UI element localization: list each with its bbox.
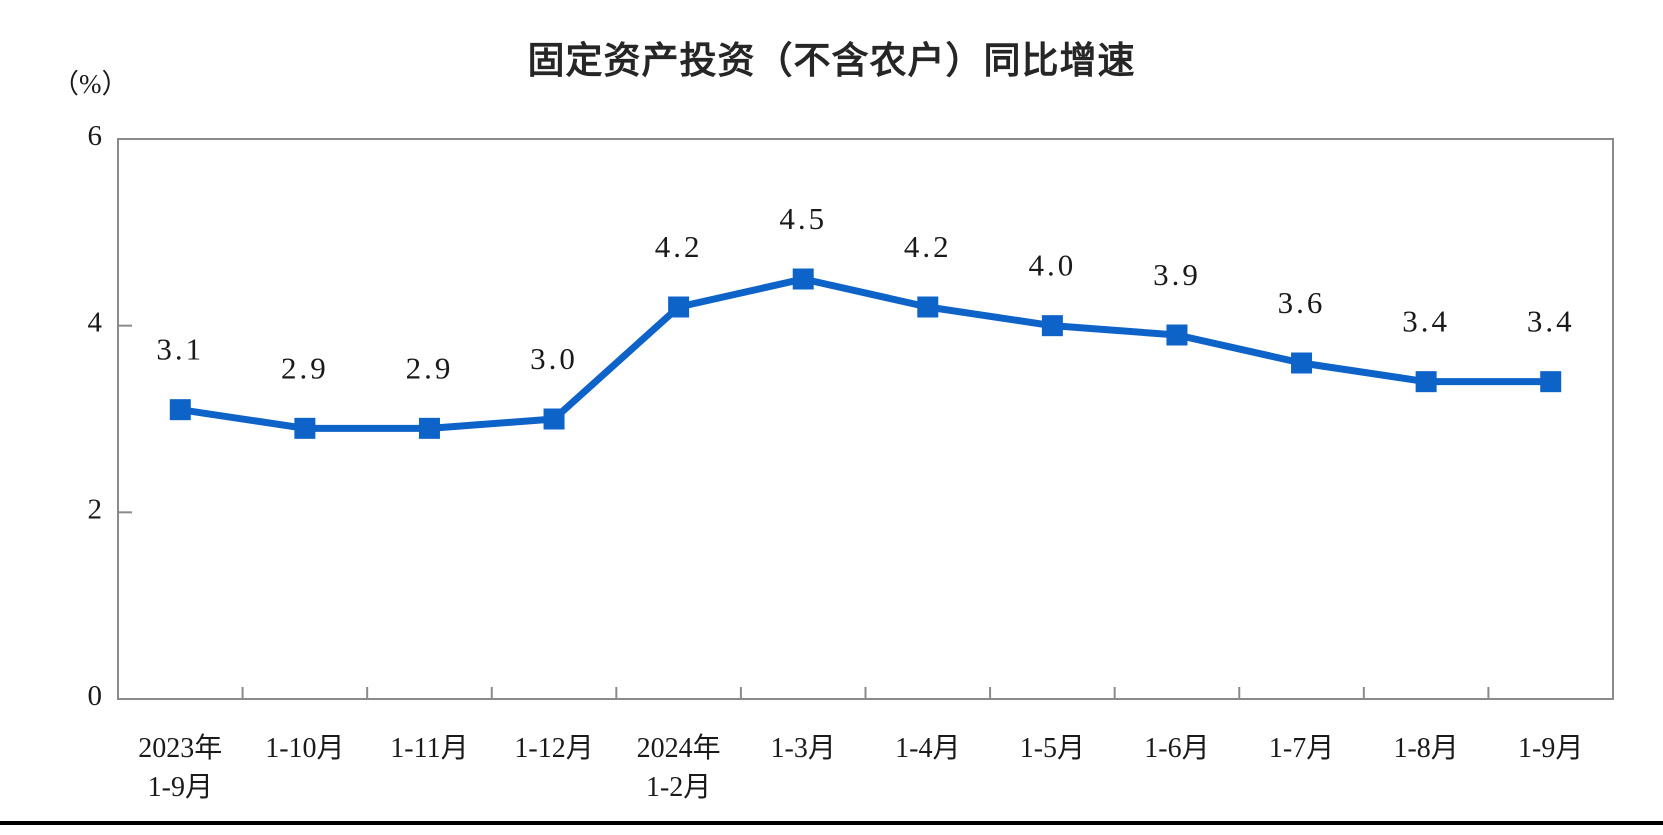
x-axis-category-label: 2024年 [637,732,721,764]
data-point-label: 4.0 [1029,248,1077,283]
data-point-marker [792,268,814,290]
data-point-label: 3.6 [1278,285,1326,320]
data-point-marker [543,408,565,430]
data-point-label: 4.2 [904,229,952,264]
x-axis-category-label: 1-5月 [1020,733,1085,764]
data-point-label: 3.9 [1153,257,1201,292]
x-axis-category-label: 1-9月 [148,772,213,803]
bottom-divider-line [0,821,1663,825]
data-point-marker [1415,371,1437,393]
data-point-label: 2.9 [281,350,329,385]
x-axis-category-label: 1-10月 [265,733,344,764]
data-point-marker [1291,352,1313,374]
chart-title: 固定资产投资（不含农户）同比增速 [527,40,1136,81]
data-point-marker [668,296,690,318]
data-point-label: 3.4 [1402,304,1450,339]
x-axis-category-label: 1-11月 [390,733,468,764]
data-point-marker [418,417,440,439]
y-axis-tick-label: 2 [88,493,103,525]
data-point-label: 4.2 [655,229,703,264]
x-axis-category-label: 1-2月 [646,772,711,803]
data-point-marker [169,399,191,421]
data-point-marker [1041,315,1063,337]
plot-border [117,138,1614,700]
series-line [176,275,1555,432]
x-axis-category-label: 1-12月 [514,733,593,764]
data-point-marker [1166,324,1188,346]
data-point-marker [1540,371,1562,393]
y-axis-unit-label: （%） [52,69,129,99]
x-axis-category-label: 1-8月 [1393,733,1458,764]
data-point-label: 3.0 [530,341,578,376]
x-axis-category-label: 2023年 [138,732,222,764]
data-point-label: 4.5 [779,201,827,236]
x-axis-category-label: 1-7月 [1269,733,1334,764]
data-point-marker [294,417,316,439]
data-point-label: 2.9 [406,350,454,385]
x-axis-category-label: 1-6月 [1144,733,1209,764]
y-axis-tick-label: 0 [88,680,103,712]
data-point-label: 3.1 [156,332,204,367]
y-axis-tick-label: 6 [88,120,103,152]
x-axis-category-label: 1-3月 [771,733,836,764]
y-axis-tick-label: 4 [88,307,103,339]
data-point-label: 3.4 [1527,304,1575,339]
x-axis-category-label: 1-4月 [895,733,960,764]
data-point-marker [917,296,939,318]
x-axis-category-label: 1-9月 [1518,733,1583,764]
